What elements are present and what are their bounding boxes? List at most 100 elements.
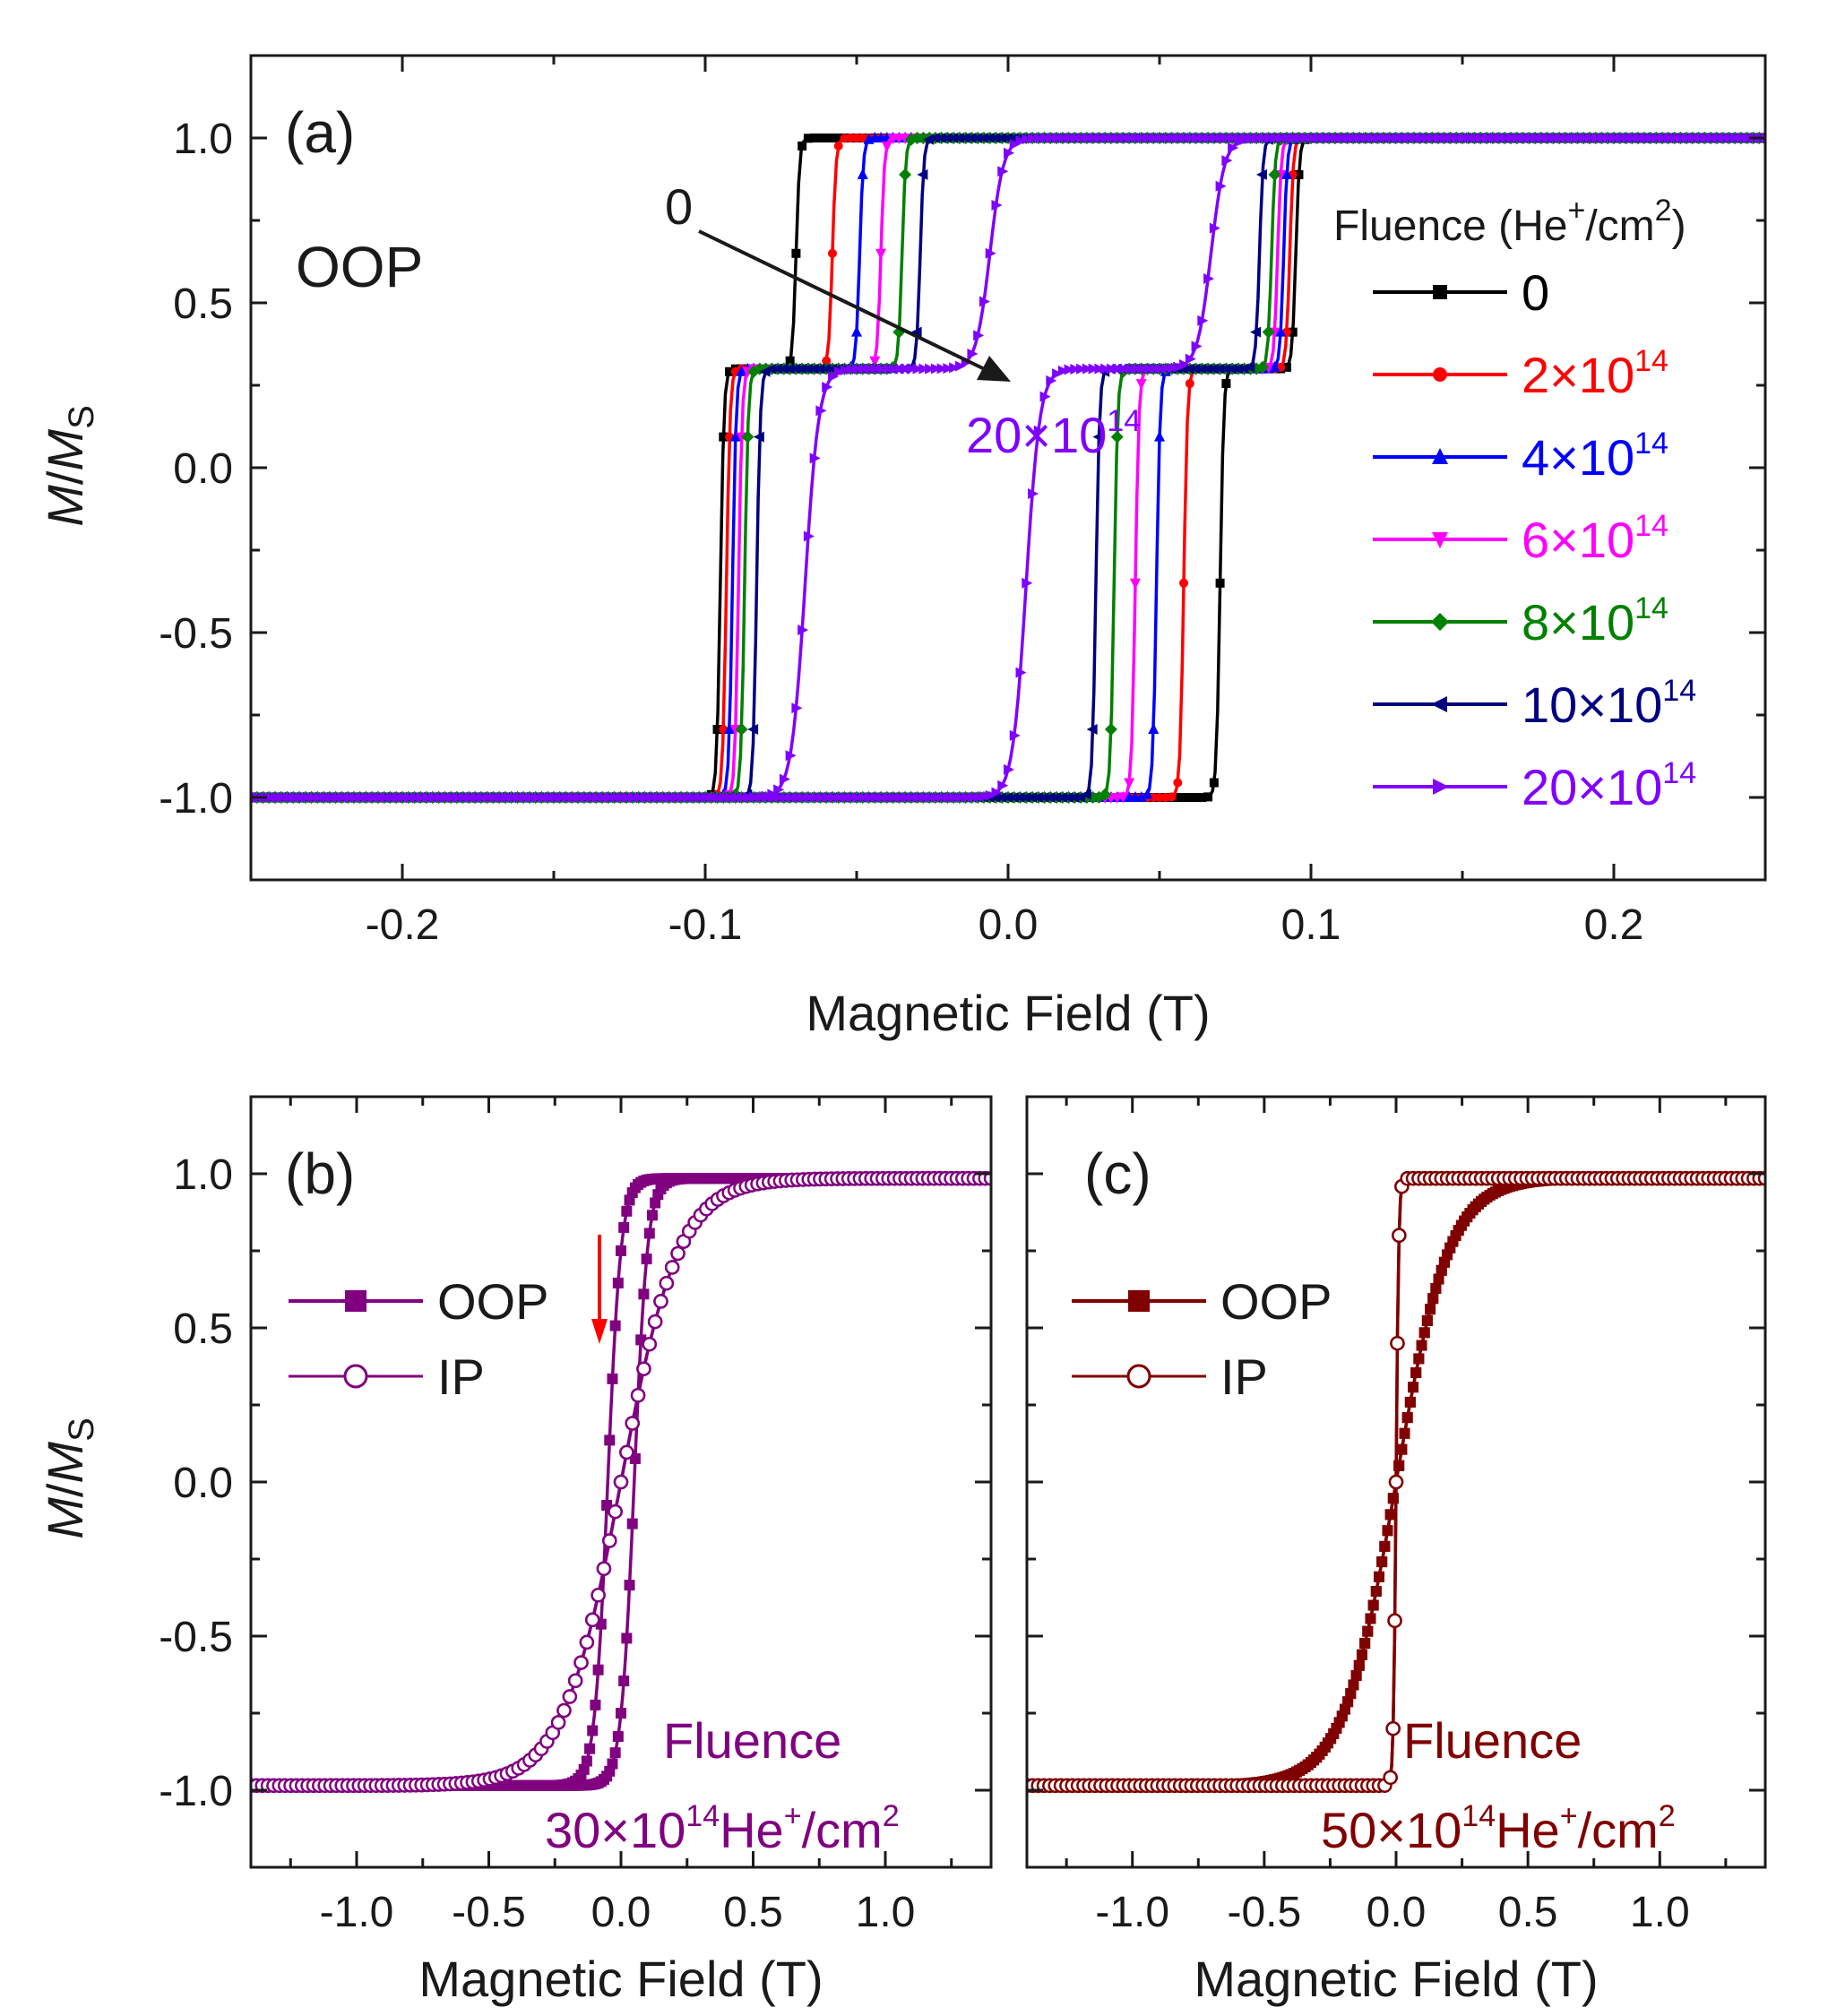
- data-point: [1663, 133, 1675, 143]
- data-point: [1179, 793, 1189, 802]
- data-point: [627, 792, 639, 803]
- data-point: [1215, 180, 1227, 192]
- data-point: [712, 792, 724, 803]
- data-point: [833, 792, 845, 803]
- data-point: [1524, 133, 1536, 143]
- legend-label: 2×1014: [1522, 344, 1668, 403]
- data-point: [598, 792, 609, 803]
- data-point: [840, 365, 851, 376]
- data-point: [1573, 133, 1584, 143]
- data-point: [1300, 133, 1312, 144]
- data-point: [1057, 365, 1069, 376]
- data-point: [754, 792, 766, 803]
- data-point: [651, 792, 663, 803]
- data-point: [578, 1763, 590, 1775]
- y-tick-label: -1.0: [159, 775, 233, 823]
- data-point: [1373, 1571, 1384, 1582]
- data-point: [1318, 133, 1330, 144]
- data-point: [385, 792, 397, 803]
- data-point: [1039, 391, 1051, 402]
- data-point: [1076, 133, 1088, 144]
- data-point: [1142, 363, 1154, 375]
- data-point: [772, 363, 783, 375]
- data-point: [1209, 222, 1220, 234]
- data-point: [827, 134, 837, 142]
- data-point: [1203, 792, 1213, 802]
- panel-a-mode-label: OOP: [296, 235, 423, 299]
- data-point: [658, 792, 669, 803]
- data-point: [488, 792, 500, 803]
- data-point: [1609, 133, 1620, 143]
- data-point: [550, 1715, 566, 1730]
- data-point: [688, 792, 700, 803]
- data-point: [803, 134, 813, 143]
- data-point: [604, 1434, 616, 1446]
- data-point: [555, 792, 566, 803]
- data-point: [1228, 142, 1239, 153]
- data-point: [1112, 133, 1124, 143]
- data-point: [1404, 1396, 1416, 1408]
- x-tick-label: 0.5: [723, 1889, 783, 1936]
- data-point: [989, 792, 1001, 803]
- data-point: [602, 1533, 617, 1548]
- data-point: [1349, 133, 1360, 143]
- data-point: [1088, 133, 1099, 144]
- data-point: [1439, 133, 1451, 143]
- data-point: [1022, 577, 1033, 589]
- panel-a-label: (a): [285, 100, 355, 165]
- data-point: [1033, 133, 1045, 144]
- data-point: [954, 360, 966, 372]
- data-point: [1191, 133, 1203, 143]
- data-point: [1207, 363, 1219, 375]
- data-point: [1384, 1509, 1396, 1521]
- data-point: [464, 792, 476, 803]
- data-point: [1099, 788, 1112, 801]
- data-point: [1191, 792, 1201, 802]
- data-point: [1445, 133, 1457, 143]
- data-point: [596, 1561, 612, 1577]
- data-point: [979, 791, 990, 803]
- data-point: [1413, 1353, 1425, 1365]
- arrow-end-label: 20×1014: [966, 404, 1141, 463]
- data-point: [337, 792, 349, 803]
- data-point: [925, 363, 936, 375]
- data-point: [1639, 133, 1651, 143]
- data-point: [785, 750, 797, 762]
- data-point: [1004, 763, 1014, 775]
- data-point: [961, 791, 972, 803]
- data-point: [1342, 133, 1354, 143]
- data-point: [1281, 362, 1291, 372]
- data-point: [719, 792, 730, 803]
- data-point: [1100, 363, 1112, 375]
- data-point: [619, 1444, 634, 1460]
- data-point: [1233, 136, 1245, 148]
- data-point: [1013, 792, 1025, 803]
- data-point: [785, 356, 795, 366]
- data-point: [801, 363, 813, 375]
- data-point: [591, 1588, 606, 1603]
- data-point: [985, 247, 996, 259]
- data-point: [749, 792, 761, 803]
- data-point: [1560, 133, 1572, 143]
- data-point: [592, 1664, 604, 1676]
- data-point: [1088, 363, 1099, 375]
- data-point: [1155, 363, 1166, 375]
- data-point: [603, 792, 615, 803]
- data-point: [996, 133, 1007, 143]
- data-point: [1410, 1367, 1422, 1379]
- data-point: [519, 792, 530, 803]
- data-point: [1348, 1679, 1359, 1691]
- x-tick-label: -1.0: [320, 1889, 394, 1936]
- data-point: [398, 792, 409, 803]
- data-point: [765, 363, 777, 375]
- data-point: [1231, 363, 1243, 375]
- data-point: [624, 1580, 635, 1591]
- data-point: [729, 430, 741, 442]
- data-point: [1512, 133, 1523, 143]
- data-point: [276, 792, 288, 803]
- data-point: [1651, 133, 1663, 143]
- data-point: [741, 430, 754, 444]
- data-point: [725, 792, 737, 803]
- panel-b-fluence-word: Fluence: [663, 1712, 841, 1769]
- data-point: [1046, 375, 1057, 386]
